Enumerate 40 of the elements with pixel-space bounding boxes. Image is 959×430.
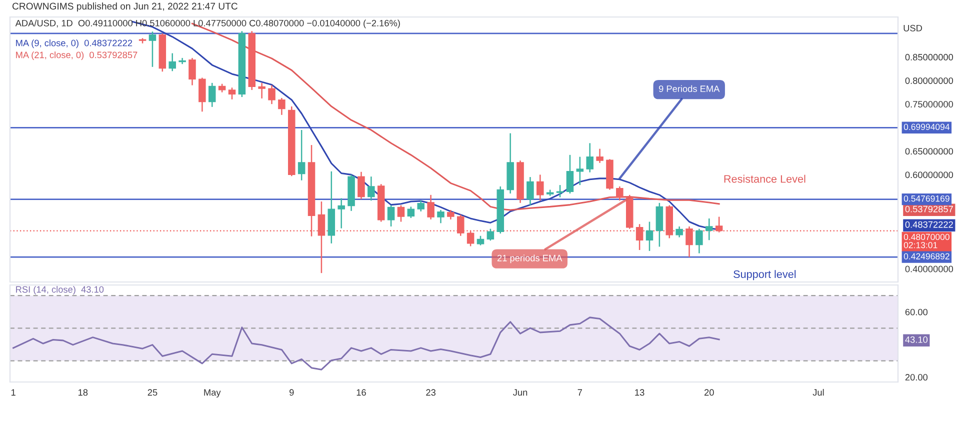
text: 43.10 bbox=[81, 286, 104, 293]
y-tick-label: 0.75000000 bbox=[905, 101, 954, 108]
ref-line-label: 0.42496892 bbox=[904, 253, 950, 260]
ref-line-label: 0.54769169 bbox=[904, 195, 950, 202]
x-tick-label: 23 bbox=[426, 389, 436, 396]
text: 0.53792857 bbox=[90, 52, 138, 58]
annotation: Support level bbox=[734, 270, 796, 280]
x-tick-label: 1 bbox=[11, 389, 16, 396]
y-tick-label: 0.80000000 bbox=[905, 77, 954, 84]
x-tick-label: 20 bbox=[704, 389, 714, 396]
text: 0.48372222 bbox=[84, 40, 132, 46]
x-tick-label: 9 bbox=[290, 389, 294, 396]
x-tick-label: 16 bbox=[356, 389, 366, 396]
y-tick-label: 0.60000000 bbox=[905, 172, 954, 178]
x-tick-label: Jul bbox=[812, 388, 824, 396]
x-tick-label: May bbox=[204, 389, 221, 398]
y-tick-label: 0.53792857 bbox=[905, 206, 953, 212]
annotation: 9 Periods EMA bbox=[658, 85, 720, 92]
x-tick-label: 13 bbox=[635, 389, 644, 396]
ref-line-label: 0.69994094 bbox=[904, 124, 950, 130]
text: RSI (14, close) bbox=[16, 286, 76, 295]
y-tick-label: 0.48372222 bbox=[905, 221, 953, 228]
ref-line-label: 0.48070000 02:13:01 bbox=[904, 234, 950, 248]
x-tick-label: Jun bbox=[513, 389, 528, 396]
y-tick-label: 60.00 bbox=[905, 308, 928, 316]
y-tick-label: 43.10 bbox=[905, 336, 928, 343]
x-tick-label: 25 bbox=[148, 389, 158, 396]
text: MA (9, close, 0) bbox=[16, 40, 78, 48]
y-tick-label: 0.65000000 bbox=[905, 148, 954, 155]
annotation: Resistance Level bbox=[724, 174, 806, 183]
y-axis-title: USD bbox=[904, 24, 922, 32]
y-tick-label: 20.00 bbox=[905, 374, 928, 381]
annotation: ADA/USD, 1D O0.49110000 H0.51060000 L0.47750000 C0.48070000 −0.01040000 (−2.16%) bbox=[15, 20, 400, 28]
x-tick-label: 7 bbox=[578, 389, 582, 396]
annotation: 21 periods EMA bbox=[497, 254, 562, 264]
x-tick-label: 18 bbox=[78, 389, 88, 396]
chart-title: CROWNGIMS published on Jun 21, 2022 21:47 UTC bbox=[12, 2, 238, 12]
y-tick-label: 0.85000000 bbox=[905, 54, 954, 60]
y-tick-label: 0.40000000 bbox=[905, 266, 954, 272]
text: MA (21, close, 0) bbox=[16, 51, 84, 60]
